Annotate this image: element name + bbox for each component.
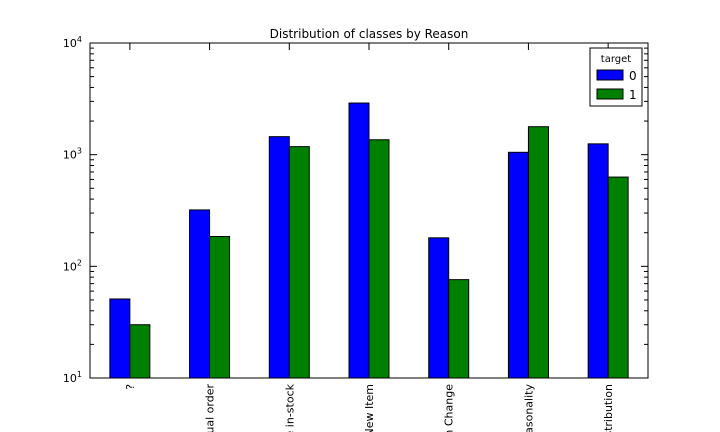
- bar-0-0: [109, 298, 131, 379]
- legend-swatch-0: [596, 69, 624, 81]
- x-tick-label: New Item: [363, 384, 376, 432]
- bar-1-2: [288, 146, 310, 379]
- bar-1-6: [607, 176, 629, 379]
- x-tick-label: easonality: [522, 384, 535, 432]
- bar-1-5: [527, 126, 549, 379]
- y-tick-label-exponent: 2: [77, 258, 82, 267]
- bar-0-1: [189, 209, 211, 379]
- bar-1-1: [209, 235, 231, 379]
- bar-1-0: [129, 324, 151, 379]
- bar-0-4: [428, 237, 450, 379]
- y-tick-label-base: 10: [63, 149, 77, 162]
- y-tick-label-exponent: 3: [77, 147, 82, 156]
- x-tick-label: ?: [124, 384, 137, 390]
- y-tick-label-base: 10: [63, 372, 77, 385]
- bar-1-3: [368, 139, 390, 379]
- chart-title: Distribution of classes by Reason: [270, 27, 469, 41]
- x-tick-label: stribution: [602, 384, 615, 432]
- bars: [109, 102, 629, 379]
- legend-swatch-1: [596, 88, 624, 100]
- y-tick-label: 101: [63, 370, 82, 385]
- y-tick-label-exponent: 1: [77, 370, 82, 379]
- bar-0-5: [507, 151, 529, 379]
- bar-0-3: [348, 102, 370, 379]
- bar-1-4: [448, 279, 470, 379]
- x-tick-label: on Change: [443, 384, 456, 432]
- bar-0-2: [268, 136, 290, 379]
- y-tick-label: 103: [63, 147, 82, 162]
- y-tick-label: 104: [63, 35, 82, 50]
- y-tick-label-base: 10: [63, 37, 77, 50]
- y-tick-label-exponent: 4: [77, 35, 82, 44]
- legend-label-0: 0: [629, 69, 637, 83]
- y-tick-label-base: 10: [63, 260, 77, 273]
- x-tick-label: e in-stock: [283, 383, 296, 432]
- legend-title: target: [601, 54, 631, 65]
- bar-0-6: [587, 143, 609, 379]
- y-tick-label: 102: [63, 258, 82, 273]
- x-axis: ? nual order e in-stock New Item on Change ea…: [124, 43, 615, 432]
- x-tick-label: nual order: [204, 384, 217, 432]
- legend: target 0 1: [589, 47, 643, 107]
- legend-label-1: 1: [629, 88, 637, 102]
